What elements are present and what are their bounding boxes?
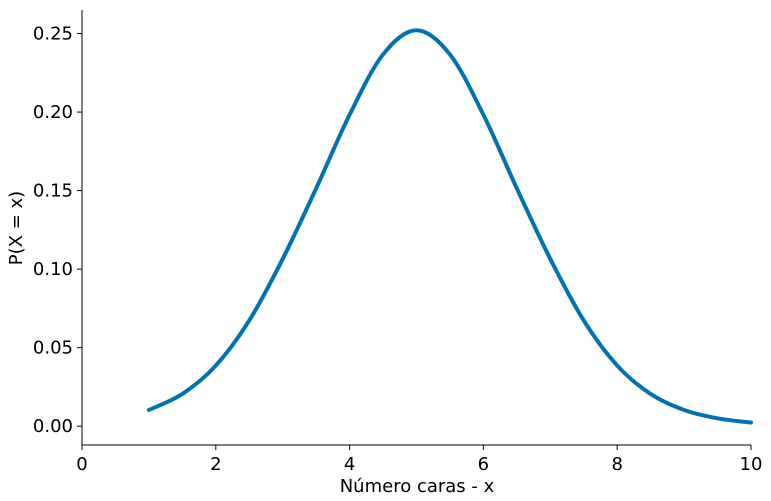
y-axis: 0.00 0.05 0.10 0.15 0.20 0.25 (33, 10, 83, 445)
x-axis: 0 2 4 6 8 10 (76, 444, 763, 475)
y-tick-label: 0.25 (33, 24, 73, 45)
x-tick-label: 6 (478, 454, 489, 475)
y-axis-label: P(X = x) (6, 191, 27, 265)
y-tick-label: 0.00 (33, 416, 73, 437)
x-tick-label: 4 (344, 454, 355, 475)
y-tick-label: 0.15 (33, 181, 73, 202)
x-tick-label: 8 (611, 454, 622, 475)
probability-curve-line (146, 28, 753, 425)
x-tick-label: 0 (76, 454, 87, 475)
x-axis-label: Número caras - x (340, 476, 495, 497)
x-tick-label: 2 (210, 454, 221, 475)
y-tick-label: 0.05 (33, 338, 73, 359)
x-tick-label: 10 (740, 454, 763, 475)
y-tick-label: 0.20 (33, 102, 73, 123)
y-tick-label: 0.10 (33, 259, 73, 280)
series-layer (146, 28, 753, 425)
